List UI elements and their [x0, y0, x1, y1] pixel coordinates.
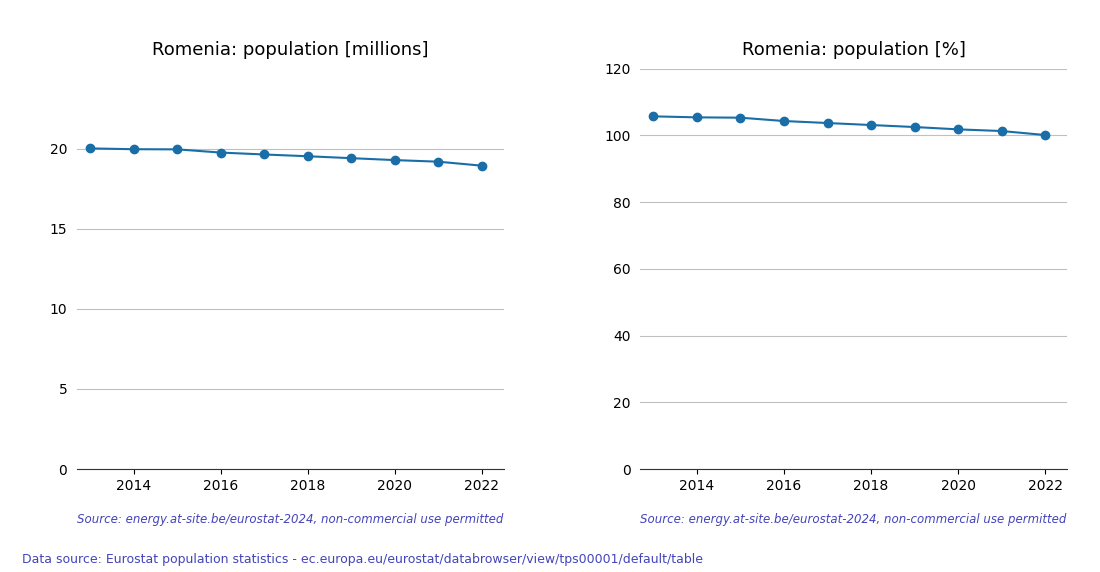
Title: Romenia: population [millions]: Romenia: population [millions]	[152, 41, 429, 59]
Text: Source: energy.at-site.be/eurostat-2024, non-commercial use permitted: Source: energy.at-site.be/eurostat-2024,…	[640, 514, 1067, 526]
Title: Romenia: population [%]: Romenia: population [%]	[741, 41, 966, 59]
Text: Source: energy.at-site.be/eurostat-2024, non-commercial use permitted: Source: energy.at-site.be/eurostat-2024,…	[77, 514, 504, 526]
Text: Data source: Eurostat population statistics - ec.europa.eu/eurostat/databrowser/: Data source: Eurostat population statist…	[22, 553, 703, 566]
